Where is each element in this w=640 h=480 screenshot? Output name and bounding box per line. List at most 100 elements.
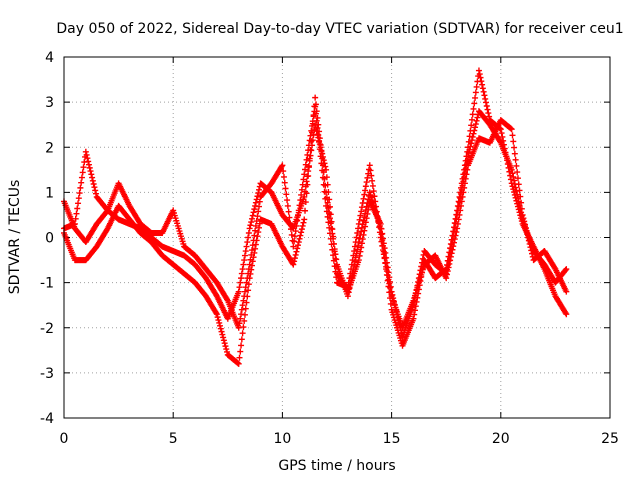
trace-marker-track-c bbox=[75, 195, 82, 202]
trace-marker-track-c bbox=[464, 166, 471, 173]
trace-marker-track-a bbox=[242, 248, 249, 255]
trace-marker-track-c bbox=[281, 179, 288, 186]
data-point-track-a bbox=[301, 193, 308, 200]
trace-marker-track-c bbox=[78, 174, 85, 181]
trace-marker-track-c bbox=[295, 212, 301, 219]
trace-marker-track-a bbox=[468, 137, 475, 144]
trace-marker-track-c bbox=[237, 315, 244, 322]
trace-marker-track-b bbox=[509, 183, 516, 190]
trace-marker-track-b bbox=[512, 194, 519, 201]
trace-marker-track-c bbox=[245, 266, 252, 273]
trace-marker-track-b bbox=[464, 148, 471, 155]
trace-marker-track-c bbox=[355, 225, 362, 232]
trace-marker-track-c bbox=[364, 174, 371, 181]
trace-marker-track-c bbox=[250, 237, 257, 244]
data-point-track-c bbox=[82, 148, 89, 155]
trace-marker-track-c bbox=[298, 186, 305, 193]
data-point-track-b bbox=[301, 216, 308, 223]
trace-marker-track-b bbox=[305, 172, 312, 179]
trace-marker-track-b bbox=[513, 197, 520, 204]
trace-marker-track-a bbox=[241, 252, 248, 259]
trace-marker-track-b bbox=[502, 149, 509, 156]
trace-marker-track-b bbox=[236, 354, 243, 361]
trace-marker-track-b bbox=[411, 311, 418, 318]
trace-marker-track-b bbox=[297, 232, 304, 239]
trace-marker-track-c bbox=[291, 233, 298, 240]
trace-marker-track-c bbox=[313, 117, 320, 124]
trace-marker-track-b bbox=[471, 100, 478, 107]
trace-marker-track-c bbox=[451, 236, 458, 243]
trace-marker-track-b bbox=[298, 226, 305, 233]
trace-marker-track-a bbox=[472, 124, 479, 131]
trace-marker-track-c bbox=[386, 280, 393, 287]
trace-marker-track-c bbox=[89, 177, 96, 184]
x-tick-label: 5 bbox=[169, 431, 178, 447]
trace-marker-track-c bbox=[516, 187, 523, 194]
trace-marker-track-b bbox=[499, 133, 506, 140]
trace-marker-track-c bbox=[316, 146, 323, 153]
trace-marker-track-b bbox=[293, 248, 300, 255]
trace-marker-track-c bbox=[331, 263, 338, 270]
trace-marker-track-c bbox=[351, 248, 358, 255]
trace-marker-track-a bbox=[248, 215, 255, 222]
trace-marker-track-c bbox=[362, 187, 369, 194]
trace-marker-track-b bbox=[354, 246, 361, 253]
trace-marker-track-c bbox=[352, 239, 359, 246]
trace-marker-track-c bbox=[512, 156, 519, 163]
trace-marker-track-a bbox=[237, 279, 244, 286]
trace-marker-track-c bbox=[363, 179, 370, 186]
trace-marker-track-b bbox=[387, 300, 394, 307]
trace-marker-track-c bbox=[300, 176, 307, 183]
trace-marker-track-c bbox=[443, 271, 450, 278]
trace-marker-track-b bbox=[412, 307, 418, 314]
trace-marker-track-c bbox=[90, 180, 97, 187]
trace-marker-track-b bbox=[214, 314, 221, 321]
data-point-track-b bbox=[312, 94, 319, 101]
trace-marker-track-b bbox=[505, 164, 512, 171]
trace-marker-track-c bbox=[509, 132, 516, 139]
trace-marker-track-a bbox=[245, 229, 252, 236]
trace-marker-track-c bbox=[238, 311, 245, 318]
trace-marker-track-b bbox=[315, 121, 322, 128]
trace-marker-track-b bbox=[362, 210, 369, 217]
trace-marker-track-b bbox=[316, 135, 323, 142]
trace-marker-track-a bbox=[236, 284, 243, 291]
trace-marker-track-c bbox=[323, 208, 330, 215]
data-point-track-c bbox=[71, 220, 78, 227]
trace-marker-track-b bbox=[483, 102, 490, 109]
trace-marker-track-b bbox=[255, 229, 262, 236]
trace-marker-track-b bbox=[217, 322, 223, 329]
trace-marker-track-b bbox=[481, 92, 488, 99]
trace-marker-track-c bbox=[384, 272, 391, 279]
trace-marker-track-b bbox=[291, 258, 298, 265]
trace-marker-track-c bbox=[77, 184, 84, 191]
trace-marker-track-c bbox=[349, 257, 356, 264]
trace-marker-track-c bbox=[378, 238, 385, 245]
trace-marker-track-c bbox=[325, 219, 332, 226]
trace-marker-track-c bbox=[514, 175, 521, 182]
trace-marker-track-c bbox=[382, 259, 389, 266]
trace-marker-track-b bbox=[300, 219, 307, 226]
trace-marker-track-b bbox=[303, 190, 310, 197]
trace-marker-track-b bbox=[479, 85, 486, 92]
x-tick-label: 25 bbox=[601, 431, 619, 447]
trace-marker-track-c bbox=[328, 241, 335, 248]
trace-marker-track-c bbox=[89, 174, 96, 181]
trace-marker-track-b bbox=[473, 83, 480, 90]
trace-marker-track-c bbox=[245, 270, 252, 277]
trace-marker-track-c bbox=[526, 240, 533, 247]
trace-marker-track-b bbox=[470, 105, 477, 112]
trace-marker-track-c bbox=[283, 191, 290, 198]
trace-marker-track-a bbox=[251, 206, 258, 213]
trace-marker-track-c bbox=[85, 158, 92, 165]
trace-marker-track-b bbox=[296, 235, 303, 242]
data-point-track-c bbox=[290, 243, 297, 250]
trace-marker-track-c bbox=[298, 191, 305, 198]
trace-marker-track-b bbox=[294, 245, 301, 252]
trace-marker-track-c bbox=[252, 222, 259, 229]
trace-marker-track-c bbox=[92, 187, 99, 194]
trace-marker-track-b bbox=[482, 95, 489, 102]
trace-marker-track-b bbox=[507, 176, 514, 183]
trace-marker-track-c bbox=[322, 195, 329, 202]
data-point-track-b bbox=[290, 261, 297, 268]
